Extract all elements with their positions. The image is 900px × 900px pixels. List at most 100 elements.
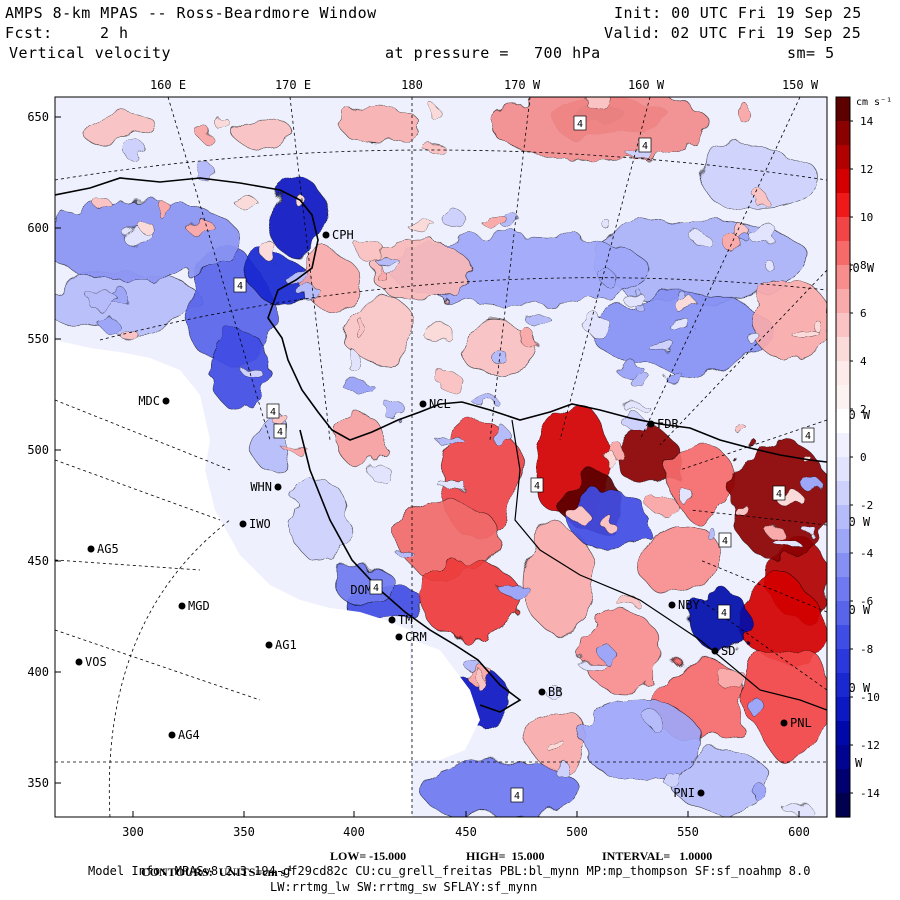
field-speckle xyxy=(745,220,777,244)
field-speckle xyxy=(667,319,693,331)
colorbar-swatch xyxy=(836,145,850,170)
station-vos[interactable]: VOS xyxy=(75,655,107,669)
contour-label: 4 xyxy=(801,427,815,443)
contour-label: 4 xyxy=(510,787,524,803)
field-speckle xyxy=(623,403,650,412)
contour-low: LOW= -15.000 xyxy=(330,849,407,863)
colorbar-swatch xyxy=(836,625,850,650)
station-iwo[interactable]: IWO xyxy=(239,517,271,531)
field-speckle xyxy=(731,501,748,515)
field-speckle xyxy=(775,540,802,549)
station-label: PNI xyxy=(673,786,695,800)
station-marker xyxy=(388,616,396,624)
field-speckle xyxy=(435,372,463,389)
colorbar-swatch xyxy=(836,601,850,626)
top-axis-label: 180 xyxy=(401,78,423,92)
station-label: SD xyxy=(721,644,735,658)
station-marker xyxy=(162,397,170,405)
field-speckle xyxy=(662,370,683,381)
no-data-region xyxy=(55,340,412,817)
colorbar-swatch xyxy=(836,649,850,674)
station-ag1[interactable]: AG1 xyxy=(265,638,297,652)
coastline xyxy=(55,177,827,463)
field-blob xyxy=(489,97,711,161)
colorbar-swatch xyxy=(836,289,850,314)
field-speckle xyxy=(569,505,588,525)
field-speckle xyxy=(122,138,146,161)
station-crm[interactable]: CRM xyxy=(395,630,427,644)
field-blob xyxy=(289,479,351,561)
field-speckle xyxy=(186,219,215,237)
field-blob xyxy=(339,299,421,361)
station-label: DOM xyxy=(350,583,372,597)
station-label: NBY xyxy=(678,598,700,612)
colorbar-swatch xyxy=(836,121,850,146)
top-axis-label: 170 W xyxy=(504,78,541,92)
colorbar-swatch xyxy=(836,385,850,410)
contour-label: 4 xyxy=(638,137,652,153)
field-speckle xyxy=(782,801,812,816)
svg-text:4: 4 xyxy=(277,427,283,438)
station-pni[interactable]: PNI xyxy=(673,786,705,800)
station-ag4[interactable]: AG4 xyxy=(168,728,200,742)
colorbar-swatch xyxy=(836,457,850,482)
field-speckle xyxy=(739,103,752,125)
colorbar-tick: 0 xyxy=(860,451,867,464)
station-mdc[interactable]: MDC xyxy=(138,394,170,408)
field-blob xyxy=(669,439,731,521)
station-marker xyxy=(178,602,186,610)
station-whn[interactable]: WHN xyxy=(250,480,282,494)
colorbar-swatch xyxy=(836,313,850,338)
field-speckle xyxy=(679,488,694,506)
pressure-value: 700 hPa xyxy=(534,44,601,62)
colorbar-swatch xyxy=(836,529,850,554)
field-speckle xyxy=(525,311,550,328)
ice-shelf-edge xyxy=(299,429,522,713)
colorbar-swatch xyxy=(836,481,850,506)
colorbar-tick: 4 xyxy=(860,355,867,368)
station-label: CRM xyxy=(405,630,427,644)
field-speckle xyxy=(502,581,530,601)
field-speckle xyxy=(724,233,741,254)
colorbar-swatch xyxy=(836,721,850,746)
field-speckle xyxy=(370,463,391,484)
field-speckle xyxy=(198,126,212,142)
station-marker xyxy=(395,633,403,641)
field-speckle xyxy=(357,240,385,263)
svg-text:4: 4 xyxy=(237,281,243,292)
field-speckle xyxy=(768,264,778,275)
station-bb[interactable]: BB xyxy=(538,685,563,699)
left-axis-label: 450 xyxy=(27,554,49,568)
svg-text:4: 4 xyxy=(721,608,727,619)
colorbar-swatch xyxy=(836,697,850,722)
field-speckle xyxy=(647,341,678,352)
station-mgd[interactable]: MGD xyxy=(178,599,210,613)
station-nby[interactable]: NBY xyxy=(668,598,701,612)
field-speckle xyxy=(520,329,536,348)
station-fdr[interactable]: FDR xyxy=(647,417,680,431)
station-ncl[interactable]: NCL xyxy=(419,397,451,411)
field-speckle xyxy=(88,291,119,312)
station-cph[interactable]: CPH xyxy=(322,228,354,242)
map-grid xyxy=(55,97,827,817)
bottom-axis-label: 450 xyxy=(455,825,477,839)
smoothing-value: sm= 5 xyxy=(787,44,835,62)
field-speckle xyxy=(119,328,138,341)
contour-label: 4 xyxy=(573,115,587,131)
station-marker xyxy=(265,641,273,649)
colorbar-tick: 2 xyxy=(860,403,867,416)
station-ag5[interactable]: AG5 xyxy=(87,542,119,556)
colorbar-swatch xyxy=(836,553,850,578)
colorbar-tick: 10 xyxy=(860,211,873,224)
field-speckle xyxy=(394,547,412,556)
station-label: AG5 xyxy=(97,542,119,556)
station-pnl[interactable]: PNL xyxy=(780,716,812,730)
station-tm[interactable]: TM xyxy=(388,613,413,627)
grounding-line xyxy=(511,419,827,711)
left-axis-label: 350 xyxy=(27,776,49,790)
station-sd[interactable]: SD xyxy=(711,644,736,658)
station-label: MDC xyxy=(138,394,160,408)
contour-high: HIGH= 15.000 xyxy=(466,849,545,863)
field-speckle xyxy=(406,220,436,231)
